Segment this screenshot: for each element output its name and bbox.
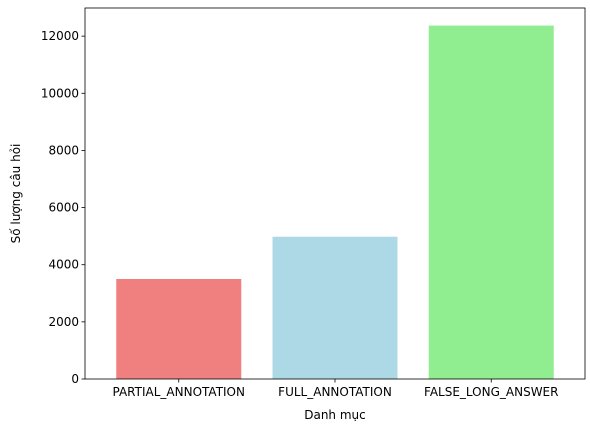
x-tick-label: FULL_ANNOTATION: [278, 385, 392, 399]
x-tick-label: FALSE_LONG_ANSWER: [424, 385, 558, 399]
y-tick-label: 4000: [48, 258, 79, 272]
bar-full-annotation: [272, 236, 398, 379]
y-tick-label: 2000: [48, 315, 79, 329]
x-axis-label: Danh mục: [304, 408, 366, 422]
y-ticks-group: 0 2000 4000 6000 8000 10000 12000: [41, 29, 85, 386]
y-axis-label: Số lượng câu hỏi: [9, 144, 23, 244]
y-tick-label: 0: [71, 372, 79, 386]
bars-group: [116, 25, 554, 379]
bar-false-long-answer: [428, 25, 554, 379]
bar-partial-annotation: [116, 279, 242, 379]
y-tick-label: 6000: [48, 201, 79, 215]
x-ticks-group: PARTIAL_ANNOTATION FULL_ANNOTATION FALSE_L…: [113, 379, 558, 399]
x-tick-label: PARTIAL_ANNOTATION: [113, 385, 245, 399]
y-tick-label: 10000: [41, 86, 79, 100]
y-tick-label: 12000: [41, 29, 79, 43]
y-tick-label: 8000: [48, 143, 79, 157]
